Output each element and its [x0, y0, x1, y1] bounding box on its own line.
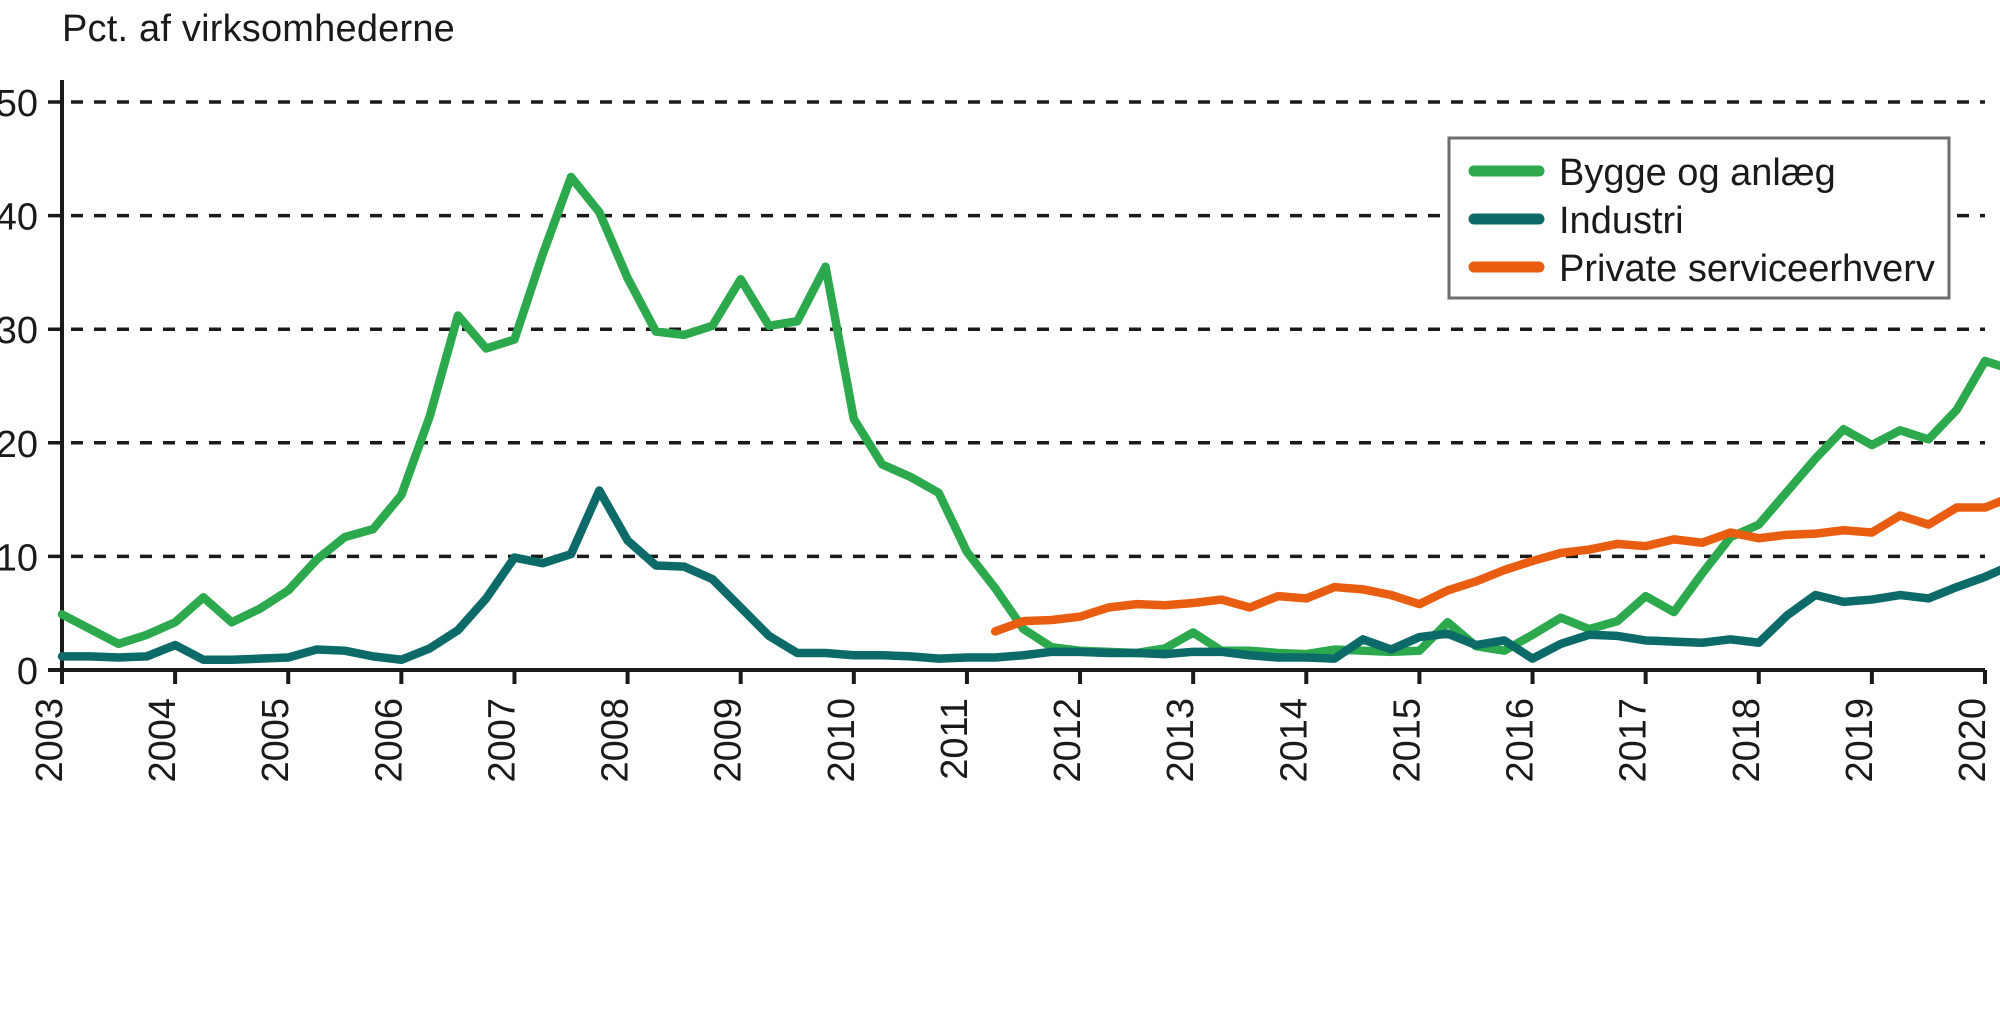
x-tick-label: 2007 [481, 698, 523, 783]
series-line-industri [57, 486, 2000, 665]
y-tick-labels: 0 10 20 30 40 50 [0, 83, 38, 693]
y-tick-label: 30 [0, 310, 38, 352]
x-tick-label: 2005 [255, 698, 297, 783]
y-tick-label: 10 [0, 537, 38, 579]
x-tick-label: 2016 [1500, 698, 1542, 783]
x-tick-label: 2011 [934, 698, 976, 780]
x-tick-label: 2014 [1273, 698, 1315, 783]
y-tick-label: 0 [17, 651, 38, 693]
x-tick-label: 2017 [1613, 698, 1655, 783]
x-tick-label: 2015 [1386, 698, 1428, 783]
x-tick-label: 2003 [29, 698, 71, 783]
y-tick-label: 50 [0, 83, 38, 125]
x-tick-label: 2008 [595, 698, 637, 783]
legend-label-2: Private serviceerhverv [1559, 248, 1935, 290]
chart-legend: Bygge og anlæg Industri Private serviceerh… [1447, 136, 1951, 300]
x-tick-label: 2004 [142, 698, 184, 783]
legend-label-0: Bygge og anlæg [1559, 152, 1836, 194]
x-tick-label: 2006 [368, 698, 410, 783]
x-tick-label: 2009 [708, 698, 750, 783]
x-tick-label: 2019 [1839, 698, 1881, 783]
x-tick-labels: 2003 2004 2005 2006 2007 2008 2009 2010 2011 2012… [29, 670, 1994, 783]
legend-label-1: Industri [1559, 200, 1684, 242]
x-tick-label: 2020 [1952, 698, 1994, 783]
x-tick-label: 2012 [1047, 698, 1089, 783]
data-series-group [57, 172, 2000, 665]
y-tick-label: 40 [0, 197, 38, 239]
gridlines-group [48, 100, 1985, 559]
chart-title: Pct. af virksomhederne [62, 8, 456, 50]
x-tick-label: 2018 [1726, 698, 1768, 783]
y-tick-label: 20 [0, 424, 38, 466]
x-tick-label: 2010 [821, 698, 863, 783]
series-line-service [990, 496, 2000, 636]
series-line-bygge [57, 172, 2000, 659]
x-tick-label: 2013 [1160, 698, 1202, 783]
